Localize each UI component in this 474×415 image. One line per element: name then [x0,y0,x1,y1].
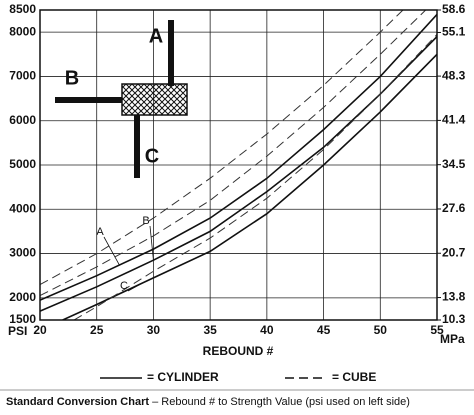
y2-tick-label: 13.8 [442,290,466,304]
x-tick-label: 55 [430,323,444,337]
legend-label: = CUBE [332,370,376,384]
y2-tick-label: 48.3 [442,68,466,82]
y-axis-title: PSI [8,324,27,338]
diagram-label: B [65,67,79,89]
series-line [40,10,404,286]
y-tick-label: 8500 [9,2,36,16]
y-tick-label: 6000 [9,113,36,127]
series-line [40,36,437,312]
caption: Standard Conversion Chart – Rebound # to… [6,396,410,408]
curve-label: A [96,226,104,238]
x-tick-label: 30 [147,323,161,337]
x-tick-label: 35 [203,323,217,337]
y2-tick-label: 27.6 [442,201,466,215]
curve-label: C [120,280,128,292]
diagram-label: A [149,25,163,47]
leader-line [103,236,120,266]
curve-label: B [142,215,149,227]
x-tick-label: 45 [317,323,331,337]
x-tick-label: 40 [260,323,274,337]
x-tick-label: 20 [33,323,47,337]
leader-line [127,282,143,292]
bar-a [168,20,174,86]
leader-line [149,225,154,261]
y-tick-label: 7000 [9,69,36,83]
legend-label: = CYLINDER [147,370,219,384]
y2-tick-label: 41.4 [442,113,466,127]
series-line [40,13,437,301]
y-tick-label: 5000 [9,157,36,171]
series-line [40,10,427,297]
y-tick-label: 4000 [9,201,36,215]
y2-tick-label: 10.3 [442,312,466,326]
y-tick-label: 3000 [9,246,36,260]
y2-axis-title: MPa [440,332,465,346]
diagram: A B C [55,20,188,178]
x-tick-label: 50 [374,323,388,337]
caption-text: – Rebound # to Strength Value (psi used … [149,396,410,408]
bar-b [55,97,122,103]
y-tick-label: 1500 [9,312,36,326]
y2-tick-label: 55.1 [442,25,466,39]
series-line [62,53,437,320]
caption-title: Standard Conversion Chart [6,396,149,408]
y2-tick-label: 58.6 [442,2,466,16]
hatched-block [121,83,188,116]
y-tick-label: 2000 [9,290,36,304]
y2-tick-label: 20.7 [442,245,466,259]
x-tick-label: 25 [90,323,104,337]
series-line [73,34,437,320]
bar-c [134,115,140,178]
y2-tick-label: 34.5 [442,157,466,171]
y-tick-label: 8000 [9,24,36,38]
diagram-label: C [145,145,159,167]
x-axis-title: REBOUND # [203,344,274,358]
